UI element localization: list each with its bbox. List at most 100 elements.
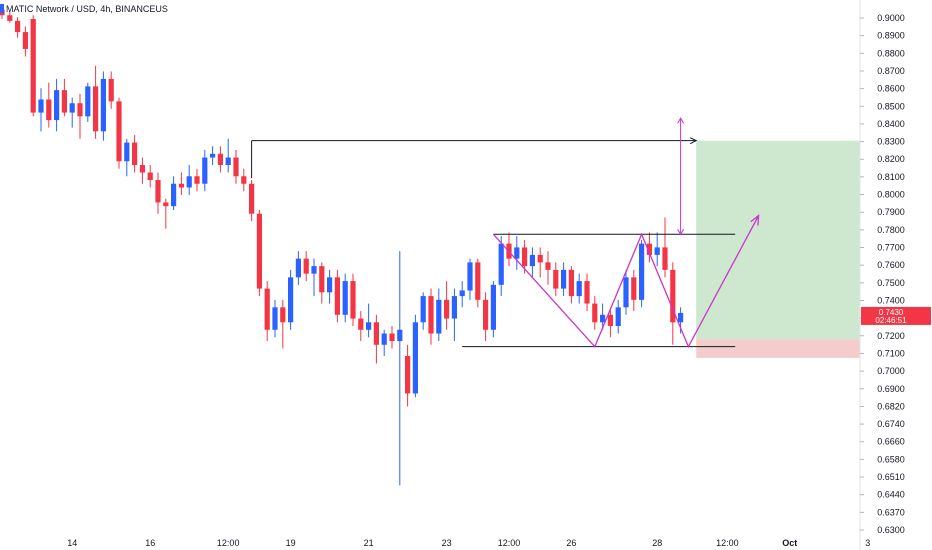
candle-body — [522, 247, 528, 267]
price-tick-label: 0.6510 — [877, 472, 905, 482]
price-tick-label: 0.6660 — [877, 437, 905, 447]
candle-body — [381, 333, 387, 345]
candle-body — [38, 99, 44, 113]
candle-body — [100, 78, 106, 132]
candle-body — [233, 157, 239, 177]
price-tick-label: 0.8200 — [877, 154, 905, 164]
chart-title[interactable]: MATIC Network / USD, 4h, BINANCEUS — [6, 4, 168, 14]
candle-body — [288, 277, 294, 323]
candle-body — [592, 303, 598, 323]
stop-zone[interactable] — [696, 339, 860, 358]
candle-body — [210, 153, 216, 158]
candle-body — [514, 247, 520, 259]
candle-body — [30, 18, 36, 113]
candle-body — [46, 99, 52, 121]
candle-body — [139, 165, 145, 173]
price-tick-label: 0.7800 — [877, 225, 905, 235]
candle-body — [225, 157, 231, 166]
candle-body — [132, 142, 138, 166]
candle-body — [529, 254, 535, 267]
price-tick-label: 0.7100 — [877, 348, 905, 358]
candle-body — [373, 322, 379, 345]
price-tick-label: 0.8800 — [877, 48, 905, 58]
candle-body — [444, 299, 450, 319]
candle-body — [678, 312, 684, 323]
candle-body — [155, 180, 161, 203]
resistance-arrowhead — [689, 137, 698, 145]
candle-body — [483, 299, 489, 330]
candle-body — [607, 314, 613, 327]
price-tick-label: 0.8500 — [877, 101, 905, 111]
candle-body — [124, 142, 130, 162]
candle-body — [272, 307, 278, 330]
candle-body — [217, 153, 223, 166]
candle-body — [498, 243, 504, 285]
price-tick-label: 0.7600 — [877, 260, 905, 270]
candle-body — [490, 284, 496, 330]
candle-body — [420, 296, 426, 323]
candle-body — [537, 254, 543, 263]
candle-body — [249, 183, 255, 214]
candle-body — [61, 90, 67, 113]
pattern-projection-path[interactable] — [492, 215, 760, 349]
candle-body — [623, 277, 629, 308]
candle-body — [116, 101, 122, 162]
candle-body — [646, 243, 652, 255]
candle-body — [264, 288, 270, 330]
candle-body — [85, 86, 91, 117]
candle-body — [15, 20, 21, 33]
candle-body — [670, 269, 676, 323]
candle-body — [584, 281, 590, 304]
price-tick-label: 0.8300 — [877, 137, 905, 147]
price-tick-label: 0.7200 — [877, 331, 905, 341]
price-tick-label: 0.7500 — [877, 278, 905, 288]
time-tick-label: 21 — [364, 538, 374, 548]
price-badge-countdown: 02:46:51 — [875, 316, 907, 325]
time-tick-label: 26 — [566, 538, 576, 548]
arrowheads — [251, 137, 760, 226]
candle-body — [350, 281, 356, 319]
candle-body — [77, 103, 83, 117]
price-tick-label: 0.9000 — [877, 13, 905, 23]
measured-move-arrow[interactable] — [677, 117, 685, 236]
time-axis[interactable]: 14 16 12:00 19 21 23 12:00 26 28 12:00 Oct 3 — [67, 538, 870, 548]
candle-body — [194, 176, 200, 184]
price-tick-label: 0.6820 — [877, 401, 905, 411]
candle-body — [327, 277, 333, 293]
price-tick-label: 0.7900 — [877, 207, 905, 217]
symbol-marker — [0, 4, 4, 13]
target-zone[interactable] — [696, 140, 860, 340]
measured-move-arrow-top — [677, 117, 685, 124]
time-tick-label: 12:00 — [716, 538, 739, 548]
candle-body — [108, 78, 114, 102]
price-tick-label: 0.6440 — [877, 490, 905, 500]
candle-body — [319, 266, 325, 293]
price-tick-label: 0.7000 — [877, 366, 905, 376]
price-tick-label: 0.8100 — [877, 172, 905, 182]
time-tick-label: 23 — [442, 538, 452, 548]
candle-body — [342, 281, 348, 315]
candle-body — [631, 277, 637, 300]
price-tick-label: 0.8000 — [877, 190, 905, 200]
time-tick-label: 19 — [286, 538, 296, 548]
time-tick-label: 12:00 — [217, 538, 240, 548]
candle-body — [171, 183, 177, 207]
candle-body — [311, 266, 317, 274]
current-price-badge: 0.7430 02:46:51 — [861, 306, 931, 325]
candle-body — [615, 307, 621, 327]
candle-body — [397, 329, 403, 342]
price-tick-label: 0.6900 — [877, 384, 905, 394]
candle-body — [389, 333, 395, 342]
price-tick-label: 0.8700 — [877, 66, 905, 76]
candle-body — [639, 243, 645, 300]
time-tick-label: 16 — [145, 538, 155, 548]
candle-body — [295, 258, 301, 278]
price-badge-background — [861, 306, 931, 325]
price-axis[interactable]: 0.9000 0.8900 0.8800 0.8700 0.8600 0.8500 0.84… — [860, 13, 905, 535]
price-tick-label: 0.6580 — [877, 454, 905, 464]
candle-body — [7, 15, 13, 21]
candle-body — [412, 322, 418, 394]
pattern-arrowhead — [750, 214, 760, 226]
candle-body — [545, 262, 551, 270]
